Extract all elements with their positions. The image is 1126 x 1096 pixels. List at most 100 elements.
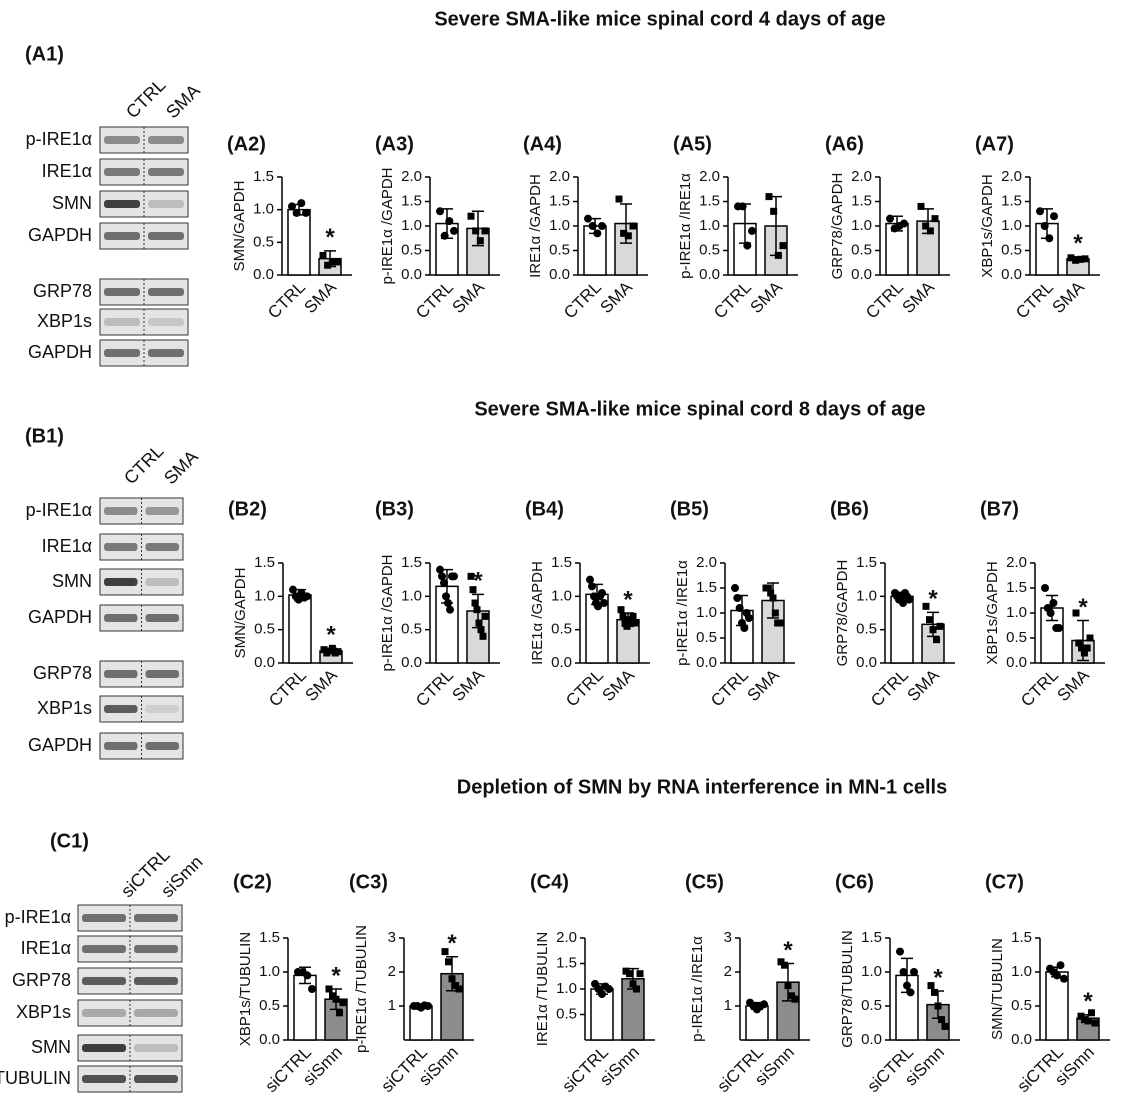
data-point	[745, 614, 753, 622]
blot-band	[134, 945, 178, 953]
blot-band	[104, 168, 140, 176]
data-point	[886, 215, 894, 223]
x-tick-label: CTRL	[264, 278, 309, 323]
panel-label: (C4)	[530, 871, 569, 893]
y-tick-label: 0.0	[253, 266, 274, 283]
data-point	[588, 582, 596, 590]
blot-band	[134, 914, 178, 922]
data-point	[288, 202, 296, 210]
data-point	[1055, 624, 1063, 632]
data-point	[478, 626, 485, 633]
y-tick-label: 1.0	[851, 217, 872, 234]
data-point	[456, 986, 463, 993]
y-tick-label: 1.0	[861, 963, 882, 980]
y-axis-label: p-IRE1α /IRE1α	[689, 936, 706, 1042]
data-point	[424, 1002, 432, 1010]
blot-label: (A1)	[25, 43, 64, 65]
blot-band	[82, 1075, 126, 1083]
significance-mark: *	[1073, 230, 1083, 257]
data-point	[477, 237, 484, 244]
blot-band	[146, 670, 180, 678]
data-point	[900, 220, 908, 228]
panel-label: (A2)	[227, 133, 266, 155]
data-point	[748, 227, 756, 235]
y-axis-label: XBP1s/TUBULIN	[237, 932, 254, 1046]
blot-band	[134, 1075, 178, 1083]
data-point	[900, 968, 908, 976]
data-point	[598, 589, 606, 597]
blot-band	[82, 945, 126, 953]
data-point	[792, 996, 799, 1003]
data-point	[777, 620, 784, 627]
y-axis-label: p-IRE1α /TUBULIN	[353, 925, 370, 1053]
y-tick-label: 0.0	[1006, 654, 1027, 671]
y-tick-label: 0.5	[254, 621, 275, 638]
y-tick-label: 0.0	[699, 266, 720, 283]
bar	[288, 210, 310, 275]
data-point	[620, 613, 627, 620]
y-tick-label: 2.0	[401, 168, 422, 185]
data-point	[1045, 234, 1053, 242]
blot-band	[82, 1009, 126, 1017]
y-axis-label: GRP78/GAPDH	[834, 560, 851, 667]
data-point	[593, 229, 601, 237]
blot-band	[148, 349, 184, 357]
y-tick-label: 0.5	[401, 241, 422, 258]
y-tick-label: 2.0	[1006, 554, 1027, 571]
y-tick-label: 1.0	[1006, 604, 1027, 621]
blot-band	[104, 507, 138, 515]
y-tick-label: 0.5	[856, 621, 877, 638]
y-tick-label: 1.5	[259, 929, 280, 946]
y-tick-label: 1.5	[401, 554, 422, 571]
data-point	[743, 242, 751, 250]
data-point	[733, 594, 741, 602]
y-tick-label: 1.5	[699, 192, 720, 209]
panel-label: (A5)	[673, 133, 712, 155]
blot-band	[82, 977, 126, 985]
significance-mark: *	[331, 962, 341, 989]
blot-row-label: GRP78	[33, 663, 92, 683]
y-tick-label: 2.0	[556, 929, 577, 946]
blot-label: (B1)	[25, 425, 64, 447]
data-point	[637, 970, 644, 977]
data-point	[770, 595, 777, 602]
blot-row-label: SMN	[31, 1037, 71, 1057]
y-tick-label: 1.5	[1006, 579, 1027, 596]
x-tick-label: CTRL	[867, 666, 912, 711]
y-tick-label: 0.0	[401, 266, 422, 283]
data-point	[482, 227, 489, 234]
y-tick-label: 0.0	[259, 1031, 280, 1048]
data-point	[446, 606, 454, 614]
data-point	[474, 606, 481, 613]
data-point	[1041, 222, 1049, 230]
blot-band	[134, 1009, 178, 1017]
y-tick-label: 2.0	[549, 168, 570, 185]
y-tick-label: 1.5	[1011, 929, 1032, 946]
blot-row-label: SMN	[52, 193, 92, 213]
y-axis-label: XBP1s/GAPDH	[984, 561, 1001, 664]
blot-row-label: IRE1α	[21, 938, 71, 958]
data-point	[766, 193, 773, 200]
data-point	[1092, 1020, 1099, 1027]
blot-band	[146, 507, 180, 515]
y-tick-label: 0.0	[254, 654, 275, 671]
y-tick-label: 1	[388, 997, 396, 1014]
y-axis-label: IRE1α /GAPDH	[529, 561, 546, 665]
y-tick-label: 1.5	[556, 954, 577, 971]
y-tick-label: 1.0	[1011, 963, 1032, 980]
blot-band	[104, 288, 140, 296]
data-point	[1053, 971, 1061, 979]
blot-band	[82, 1044, 126, 1052]
significance-mark: *	[933, 964, 943, 991]
significance-mark: *	[928, 586, 938, 613]
y-tick-label: 0.0	[549, 266, 570, 283]
blot-row-label: GRP78	[12, 970, 71, 990]
data-point	[605, 985, 613, 993]
data-point	[1041, 584, 1049, 592]
blot-band	[104, 200, 140, 208]
blot-band	[82, 914, 126, 922]
data-point	[293, 209, 301, 217]
data-point	[910, 968, 918, 976]
panel-label: (B7)	[980, 498, 1019, 520]
y-axis-label: IRE1α /GAPDH	[527, 174, 544, 278]
